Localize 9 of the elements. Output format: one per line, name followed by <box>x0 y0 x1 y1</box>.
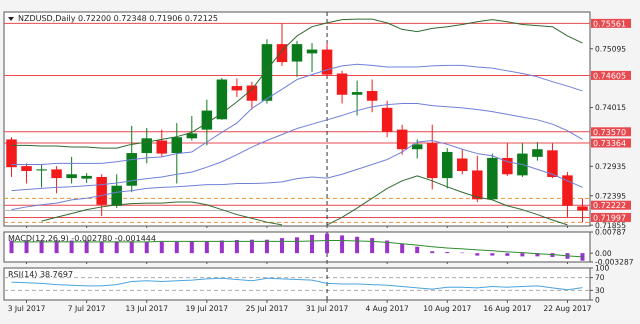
ref-line-label: 0.74605 <box>593 71 626 80</box>
chart-title: RSI(14) 38.7697 <box>8 270 74 279</box>
ref-line-label: 0.71997 <box>593 213 626 222</box>
chart-title: NZDUSD,Daily 0.72200 0.72348 0.71906 0.72125 <box>18 14 218 23</box>
chart-title: MACD(12,26,9) -0.002780 -0.001444 <box>8 234 156 243</box>
ref-line-label: 0.73570 <box>593 128 626 137</box>
ref-line-label: 0.72222 <box>593 201 626 210</box>
ref-line-label: 0.75561 <box>593 19 626 28</box>
ref-line-label: 0.73364 <box>593 139 626 148</box>
